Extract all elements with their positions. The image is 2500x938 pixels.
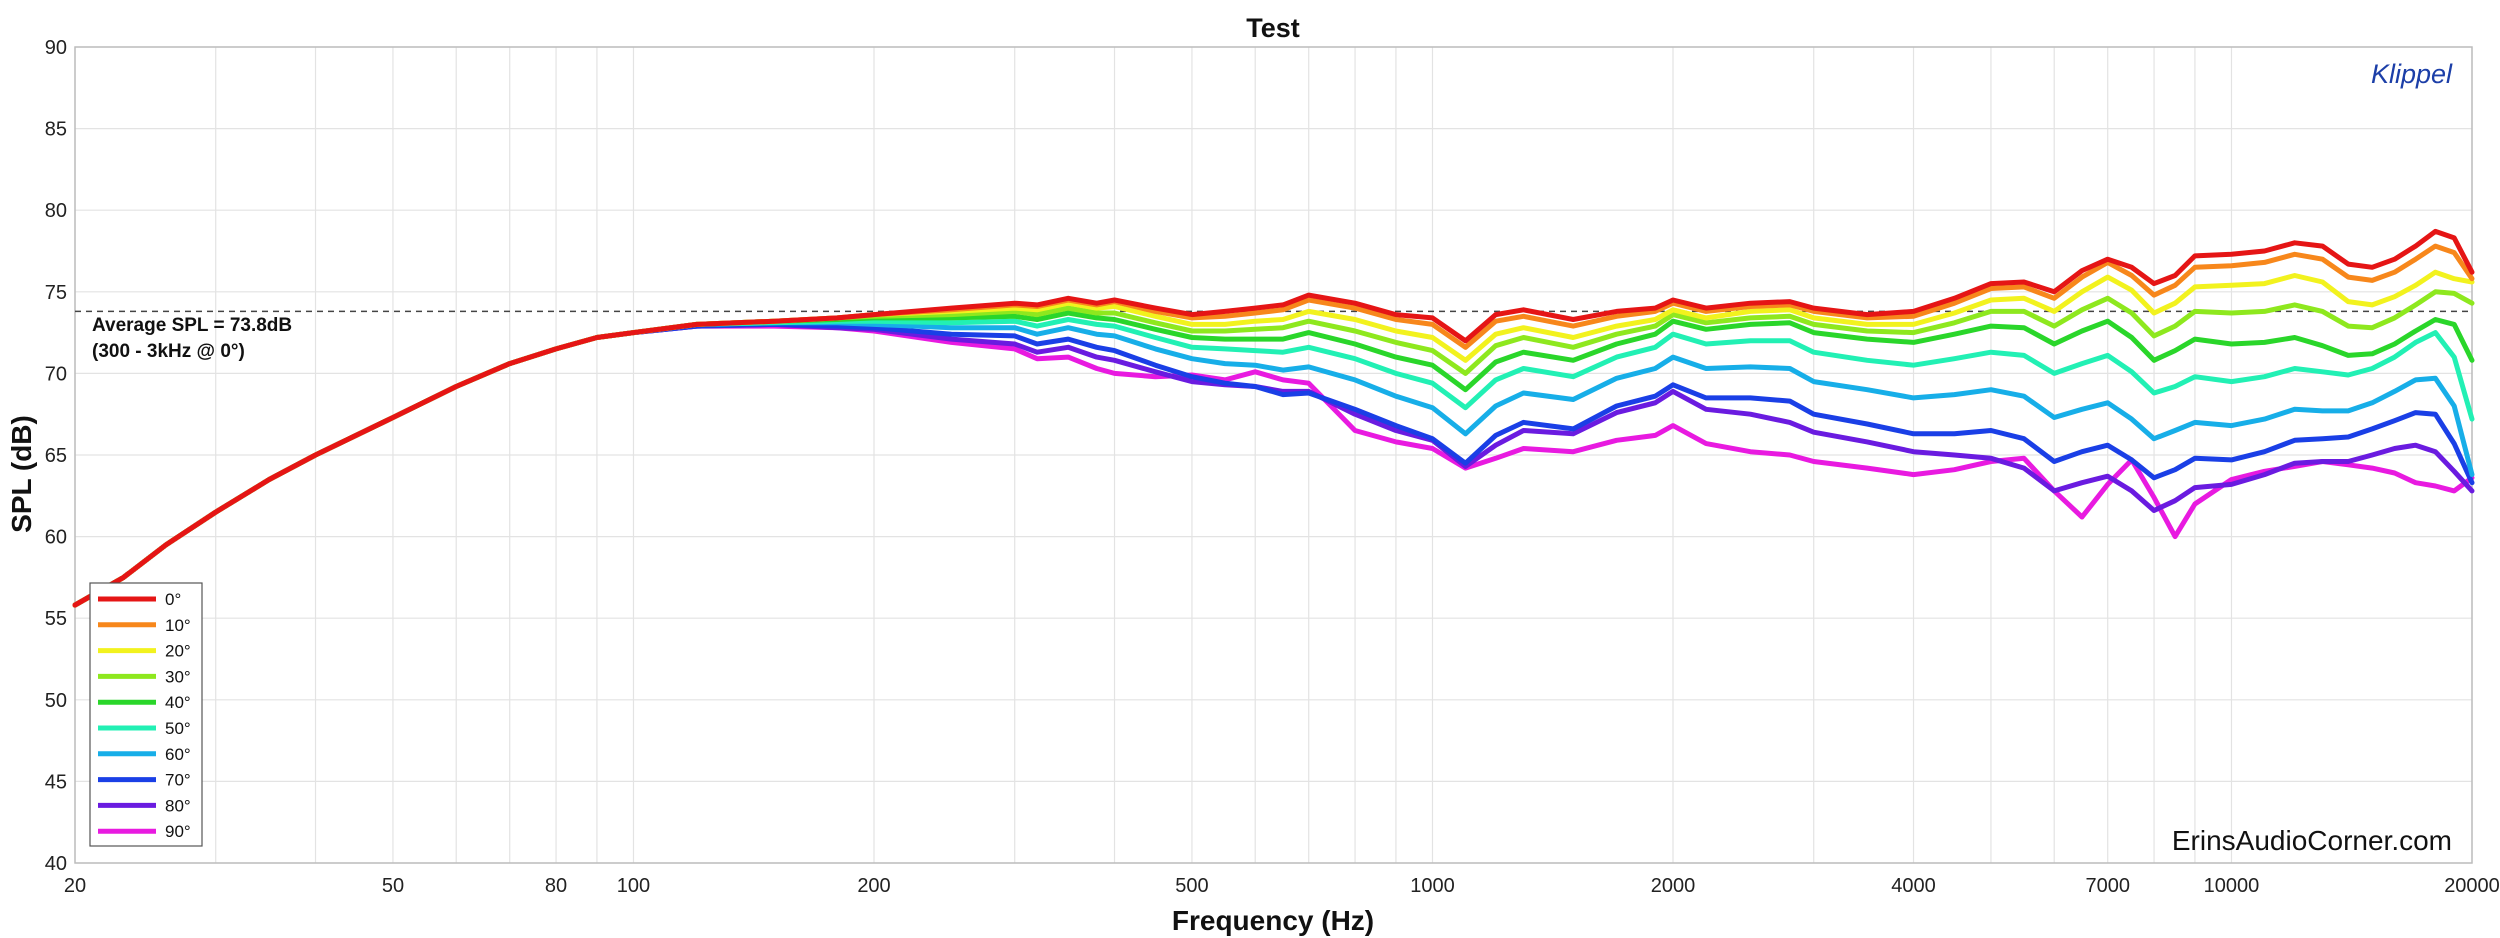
series-line-50deg <box>72 317 2475 608</box>
x-tick-label: 10000 <box>2204 875 2260 897</box>
series-line-0deg <box>72 228 2475 608</box>
y-tick-label: 65 <box>45 445 67 467</box>
x-tick-label: 7000 <box>2085 875 2130 897</box>
chart-title: Test <box>1246 13 1300 43</box>
x-tick-label: 2000 <box>1651 875 1696 897</box>
y-tick-label: 70 <box>45 363 67 385</box>
y-tick-label: 60 <box>45 527 67 549</box>
legend-label: 90° <box>165 822 191 841</box>
y-tick-label: 45 <box>45 771 67 793</box>
x-tick-label: 1000 <box>1410 875 1455 897</box>
y-tick-label: 85 <box>45 119 67 141</box>
series-line-60deg <box>72 320 2475 608</box>
average-spl-range-annotation: (300 - 3kHz @ 0°) <box>92 341 245 362</box>
legend-label: 30° <box>165 667 191 686</box>
x-tick-label: 200 <box>857 875 890 897</box>
x-axis-label: Frequency (Hz) <box>1172 905 1374 936</box>
legend-label: 70° <box>165 771 191 790</box>
y-tick-label: 75 <box>45 282 67 304</box>
series-lines <box>72 228 2475 608</box>
legend-label: 80° <box>165 796 191 815</box>
axis-ticks: 20 50 80 100 200 500 1000 2000 4000 7000 10000 2000… <box>45 37 2500 897</box>
plot-area <box>74 46 2473 864</box>
legend-label: 60° <box>165 745 191 764</box>
legend: 0° 10° 20° 30° 40° 50° 60° 70° 80° 90° <box>89 582 203 847</box>
legend-label: 20° <box>165 642 191 661</box>
legend-label: 40° <box>165 693 191 712</box>
legend-label: 10° <box>165 616 191 635</box>
y-tick-label: 80 <box>45 200 67 222</box>
legend-label: 0° <box>165 590 181 609</box>
x-tick-label: 100 <box>617 875 650 897</box>
klippel-brand-label: Klippel <box>2371 59 2453 89</box>
grid-lines <box>74 46 2473 864</box>
y-tick-label: 90 <box>45 37 67 59</box>
x-tick-label: 500 <box>1175 875 1208 897</box>
y-tick-label: 40 <box>45 853 67 875</box>
legend-label: 50° <box>165 719 191 738</box>
x-tick-label: 50 <box>382 875 404 897</box>
y-axis-label: SPL (dB) <box>6 415 37 533</box>
watermark: ErinsAudioCorner.com <box>2172 825 2452 856</box>
y-tick-label: 50 <box>45 690 67 712</box>
x-tick-label: 20 <box>64 875 86 897</box>
average-spl-annotation: Average SPL = 73.8dB <box>92 315 292 336</box>
x-tick-label: 80 <box>545 875 567 897</box>
x-tick-label: 4000 <box>1891 875 1936 897</box>
y-tick-label: 55 <box>45 608 67 630</box>
x-tick-label: 20000 <box>2444 875 2500 897</box>
